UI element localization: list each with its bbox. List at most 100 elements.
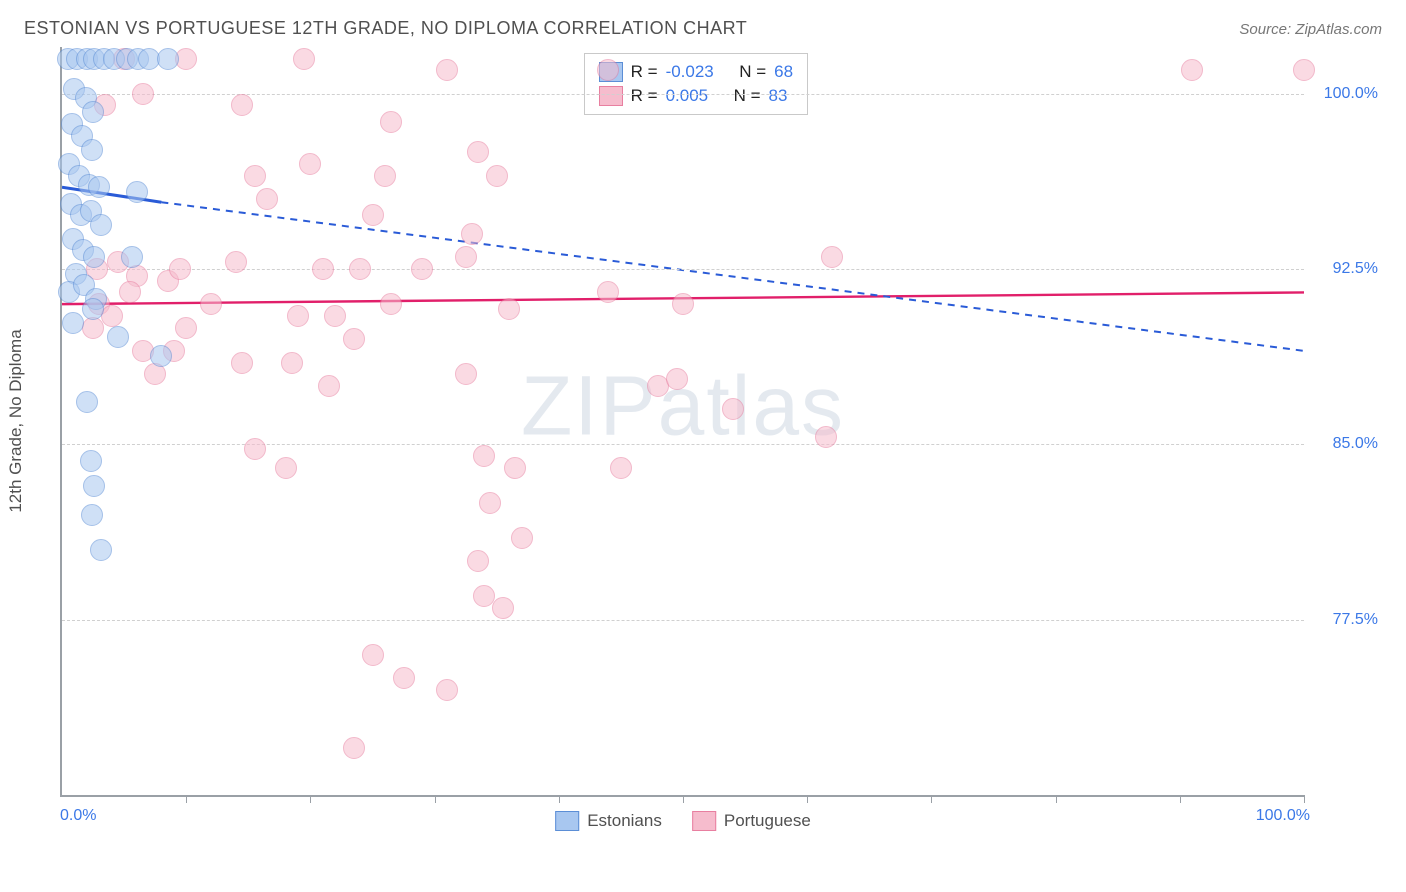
scatter-point-portuguese <box>610 457 632 479</box>
scatter-point-portuguese <box>312 258 334 280</box>
swatch-portuguese <box>692 811 716 831</box>
scatter-point-portuguese <box>504 457 526 479</box>
scatter-point-portuguese <box>479 492 501 514</box>
x-tick <box>1180 795 1181 803</box>
scatter-point-portuguese <box>473 445 495 467</box>
scatter-point-portuguese <box>318 375 340 397</box>
scatter-point-portuguese <box>362 644 384 666</box>
scatter-point-portuguese <box>1181 59 1203 81</box>
scatter-point-estonians <box>88 176 110 198</box>
swatch-estonians <box>555 811 579 831</box>
scatter-point-portuguese <box>722 398 744 420</box>
scatter-point-portuguese <box>175 317 197 339</box>
legend-label-estonians: Estonians <box>587 811 662 831</box>
y-tick-label: 85.0% <box>1314 435 1378 453</box>
scatter-point-portuguese <box>672 293 694 315</box>
scatter-point-portuguese <box>82 317 104 339</box>
scatter-point-portuguese <box>343 328 365 350</box>
scatter-point-portuguese <box>821 246 843 268</box>
x-tick <box>1056 795 1057 803</box>
swatch-portuguese <box>599 86 623 106</box>
x-axis-max-label: 100.0% <box>1256 807 1310 825</box>
r-label: R = <box>631 86 658 106</box>
gridline <box>62 269 1304 270</box>
x-tick <box>683 795 684 803</box>
scatter-point-estonians <box>83 246 105 268</box>
scatter-point-estonians <box>83 475 105 497</box>
scatter-point-estonians <box>82 101 104 123</box>
y-tick-label: 77.5% <box>1314 611 1378 629</box>
scatter-point-estonians <box>121 246 143 268</box>
scatter-point-portuguese <box>597 59 619 81</box>
scatter-point-portuguese <box>411 258 433 280</box>
r-value-portuguese: 0.005 <box>666 86 709 106</box>
n-label: N = <box>734 86 761 106</box>
n-value-estonians: 68 <box>774 62 793 82</box>
scatter-point-portuguese <box>132 83 154 105</box>
scatter-point-estonians <box>76 391 98 413</box>
n-value-portuguese: 83 <box>769 86 788 106</box>
gridline <box>62 620 1304 621</box>
scatter-point-estonians <box>150 345 172 367</box>
scatter-point-portuguese <box>275 457 297 479</box>
scatter-point-portuguese <box>362 204 384 226</box>
scatter-point-portuguese <box>287 305 309 327</box>
x-tick <box>931 795 932 803</box>
trend-lines-layer <box>62 47 1304 795</box>
scatter-point-estonians <box>81 139 103 161</box>
scatter-point-portuguese <box>436 59 458 81</box>
scatter-point-portuguese <box>597 281 619 303</box>
source-name: ZipAtlas.com <box>1295 21 1382 38</box>
scatter-point-portuguese <box>380 111 402 133</box>
scatter-point-portuguese <box>244 438 266 460</box>
scatter-point-portuguese <box>498 298 520 320</box>
x-tick <box>310 795 311 803</box>
legend-row-portuguese: R = 0.005 N = 83 <box>599 84 793 108</box>
plot-area: 12th Grade, No Diploma ZIPatlas R = -0.0… <box>60 47 1304 797</box>
scatter-point-portuguese <box>281 352 303 374</box>
x-tick <box>559 795 560 803</box>
scatter-point-estonians <box>80 450 102 472</box>
n-label: N = <box>739 62 766 82</box>
scatter-point-portuguese <box>299 153 321 175</box>
scatter-point-portuguese <box>815 426 837 448</box>
chart-title: ESTONIAN VS PORTUGUESE 12TH GRADE, NO DI… <box>24 18 747 39</box>
scatter-point-estonians <box>90 214 112 236</box>
y-tick-label: 100.0% <box>1314 85 1378 103</box>
x-tick <box>807 795 808 803</box>
scatter-point-portuguese <box>1293 59 1315 81</box>
legend-item-estonians: Estonians <box>555 811 662 831</box>
chart-container: 12th Grade, No Diploma ZIPatlas R = -0.0… <box>60 47 1382 837</box>
scatter-point-portuguese <box>231 352 253 374</box>
scatter-point-portuguese <box>169 258 191 280</box>
scatter-point-portuguese <box>492 597 514 619</box>
gridline <box>62 94 1304 95</box>
scatter-point-portuguese <box>486 165 508 187</box>
scatter-point-portuguese <box>349 258 371 280</box>
scatter-point-estonians <box>82 298 104 320</box>
scatter-point-portuguese <box>455 363 477 385</box>
y-tick-label: 92.5% <box>1314 260 1378 278</box>
series-legend: Estonians Portuguese <box>555 811 811 831</box>
scatter-point-portuguese <box>467 550 489 572</box>
scatter-point-estonians <box>126 181 148 203</box>
legend-item-portuguese: Portuguese <box>692 811 811 831</box>
scatter-point-estonians <box>62 312 84 334</box>
x-axis-min-label: 0.0% <box>60 807 96 825</box>
scatter-point-portuguese <box>436 679 458 701</box>
r-label: R = <box>631 62 658 82</box>
legend-label-portuguese: Portuguese <box>724 811 811 831</box>
scatter-point-portuguese <box>324 305 346 327</box>
scatter-point-estonians <box>81 504 103 526</box>
scatter-point-portuguese <box>256 188 278 210</box>
scatter-point-portuguese <box>455 246 477 268</box>
scatter-point-portuguese <box>374 165 396 187</box>
scatter-point-portuguese <box>144 363 166 385</box>
scatter-point-portuguese <box>666 368 688 390</box>
x-tick <box>186 795 187 803</box>
trendline-estonians-dashed <box>161 202 1304 351</box>
scatter-point-portuguese <box>393 667 415 689</box>
scatter-point-estonians <box>157 48 179 70</box>
scatter-point-portuguese <box>293 48 315 70</box>
source-label: Source: ZipAtlas.com <box>1239 21 1382 38</box>
